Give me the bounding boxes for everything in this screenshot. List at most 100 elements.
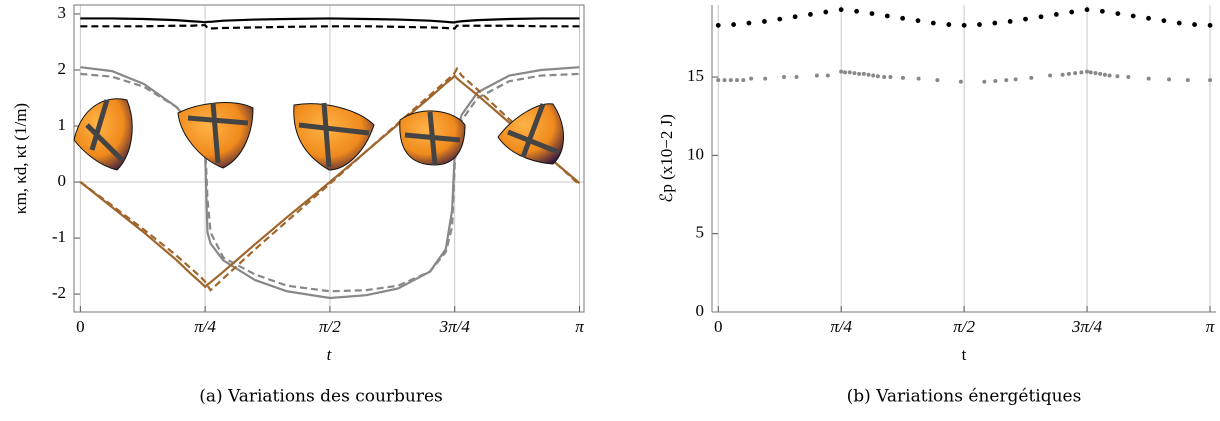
curve bbox=[80, 24, 580, 30]
y-axis-label: ℰp (x10−2 J) bbox=[657, 114, 676, 203]
surface bbox=[73, 98, 133, 171]
point bbox=[1192, 22, 1197, 27]
point bbox=[843, 70, 848, 75]
point bbox=[777, 16, 783, 22]
point bbox=[1102, 72, 1107, 77]
point bbox=[1088, 70, 1093, 75]
x-tick-label: 0 bbox=[714, 317, 723, 336]
plot-frame bbox=[73, 4, 585, 313]
y-tick-label: 1 bbox=[58, 115, 67, 134]
point bbox=[782, 75, 786, 80]
point bbox=[814, 73, 819, 78]
point bbox=[1066, 71, 1071, 76]
point bbox=[1093, 71, 1098, 76]
caption: (a) Variations des courbures bbox=[199, 387, 443, 407]
point bbox=[823, 9, 829, 15]
point bbox=[1023, 16, 1028, 22]
point bbox=[935, 78, 940, 83]
surface-illustrations bbox=[73, 98, 564, 171]
point bbox=[1146, 15, 1151, 21]
y-tick-label: 2 bbox=[58, 59, 67, 78]
surface bbox=[177, 102, 254, 169]
point bbox=[1079, 70, 1084, 75]
point bbox=[839, 69, 844, 74]
point bbox=[749, 76, 754, 81]
point bbox=[825, 73, 830, 78]
curve bbox=[79, 73, 581, 289]
point bbox=[958, 79, 963, 84]
surface bbox=[497, 103, 564, 165]
x-tick-label: π/2 bbox=[953, 317, 975, 336]
point bbox=[1099, 8, 1105, 14]
point bbox=[838, 7, 844, 13]
point bbox=[1115, 74, 1120, 79]
point bbox=[1207, 22, 1213, 28]
point bbox=[1146, 76, 1151, 81]
point bbox=[1085, 69, 1090, 74]
point bbox=[1038, 14, 1044, 20]
point bbox=[1073, 71, 1078, 76]
point bbox=[792, 14, 798, 20]
y-tick-label: -2 bbox=[52, 283, 66, 302]
point bbox=[731, 22, 736, 27]
point bbox=[1098, 71, 1103, 76]
x-tick-label: π bbox=[575, 317, 584, 336]
point bbox=[946, 22, 952, 27]
y-tick-label: 0 bbox=[696, 301, 705, 320]
point bbox=[916, 76, 921, 81]
point bbox=[982, 79, 987, 84]
point bbox=[1126, 75, 1131, 80]
point bbox=[1060, 72, 1065, 77]
point bbox=[741, 78, 746, 83]
point bbox=[1069, 9, 1075, 15]
point bbox=[728, 78, 733, 83]
point bbox=[1185, 78, 1190, 83]
x-tick-label: 3π/4 bbox=[1071, 317, 1103, 336]
point bbox=[1013, 77, 1018, 82]
point bbox=[1176, 20, 1182, 26]
point bbox=[1130, 13, 1136, 19]
point bbox=[808, 11, 813, 17]
curve bbox=[79, 66, 581, 292]
point bbox=[900, 75, 905, 80]
point bbox=[1029, 75, 1034, 80]
point bbox=[735, 78, 740, 83]
y-axis-label: κm, κd, κt (1/m) bbox=[11, 103, 30, 214]
point bbox=[882, 75, 887, 80]
point bbox=[715, 22, 721, 28]
point bbox=[763, 76, 768, 81]
point bbox=[992, 20, 998, 26]
point bbox=[1115, 11, 1121, 17]
point bbox=[1004, 78, 1009, 83]
caption: (b) Variations énergétiques bbox=[847, 387, 1082, 407]
point bbox=[746, 20, 752, 26]
point bbox=[869, 11, 875, 17]
x-tick-label: 3π/4 bbox=[439, 317, 471, 336]
point bbox=[977, 22, 982, 27]
y-tick-label: 10 bbox=[687, 144, 704, 163]
point bbox=[1161, 18, 1167, 24]
x-tick-label: π bbox=[1206, 317, 1215, 336]
point bbox=[866, 72, 871, 77]
point bbox=[888, 75, 893, 80]
point bbox=[993, 78, 998, 83]
x-tick-label: π/4 bbox=[194, 317, 216, 336]
point bbox=[847, 70, 852, 75]
point bbox=[1048, 73, 1053, 78]
point bbox=[854, 8, 860, 14]
point bbox=[716, 78, 721, 83]
x-axis-label: t bbox=[962, 345, 967, 364]
point bbox=[1107, 73, 1112, 78]
point bbox=[884, 13, 890, 19]
point bbox=[930, 20, 936, 26]
surface bbox=[293, 102, 375, 171]
point bbox=[1208, 78, 1213, 83]
point bbox=[722, 78, 727, 83]
point bbox=[861, 71, 866, 76]
point bbox=[900, 15, 906, 21]
curve bbox=[80, 17, 580, 24]
point bbox=[852, 71, 857, 76]
y-tick-label: 0 bbox=[58, 171, 67, 190]
point bbox=[961, 22, 967, 28]
